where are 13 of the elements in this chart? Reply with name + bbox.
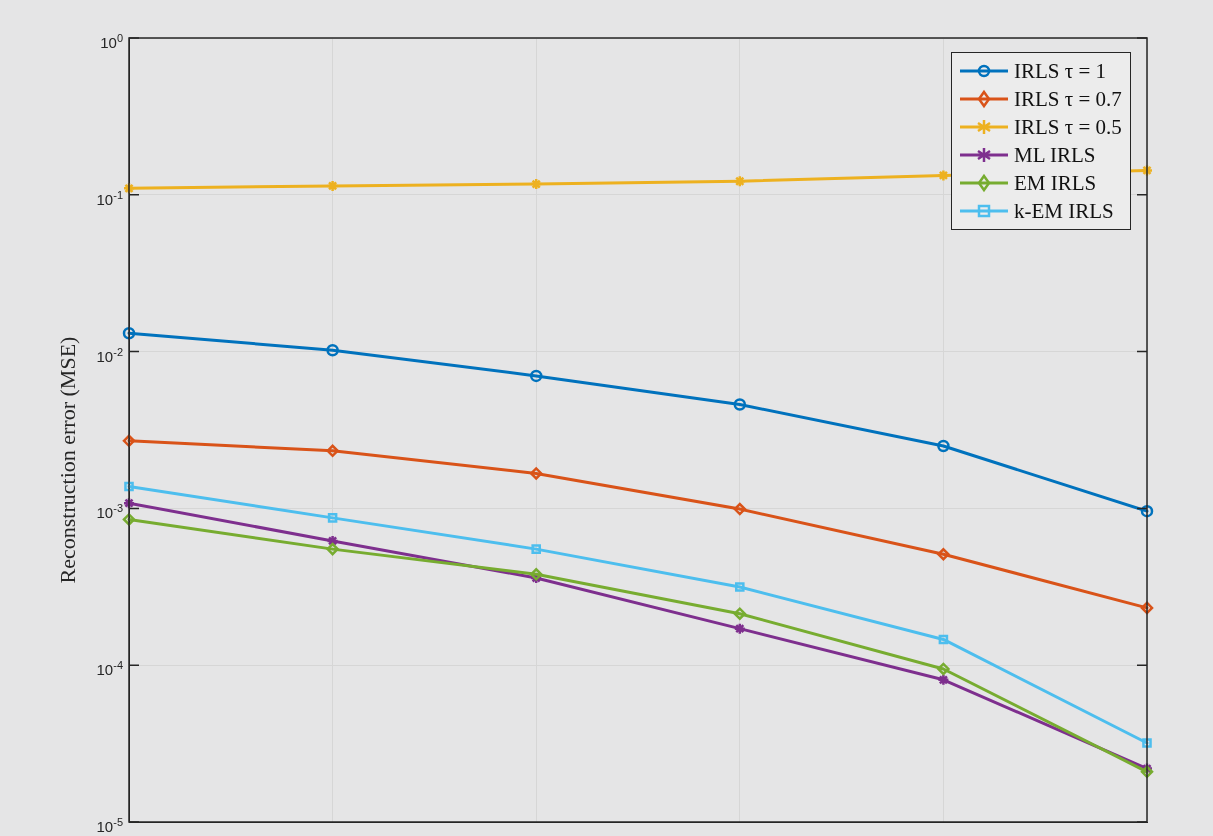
y-axis-title: Reconstruction error (MSE): [54, 336, 81, 584]
legend-label: IRLS τ = 0.7: [1014, 86, 1122, 112]
y-tick-label: 10$^{-1}$: [95, 187, 123, 209]
y-tick-label: 10$^{0}$: [99, 31, 123, 52]
legend-label: ML IRLS: [1014, 142, 1096, 168]
y-tick-label: 10$^{-2}$: [96, 345, 123, 365]
legend-label: k-EM IRLS: [1014, 198, 1114, 224]
legend-label: IRLS τ = 0.5: [1014, 114, 1122, 140]
y-tick-label: 10$^{-3}$: [96, 502, 123, 522]
legend-label: IRLS τ = 1: [1014, 58, 1107, 84]
y-tick-label: 10$^{-5}$: [95, 815, 123, 836]
legend-label: EM IRLS: [1014, 170, 1097, 196]
y-tick-label: 10$^{-4}$: [95, 658, 123, 680]
